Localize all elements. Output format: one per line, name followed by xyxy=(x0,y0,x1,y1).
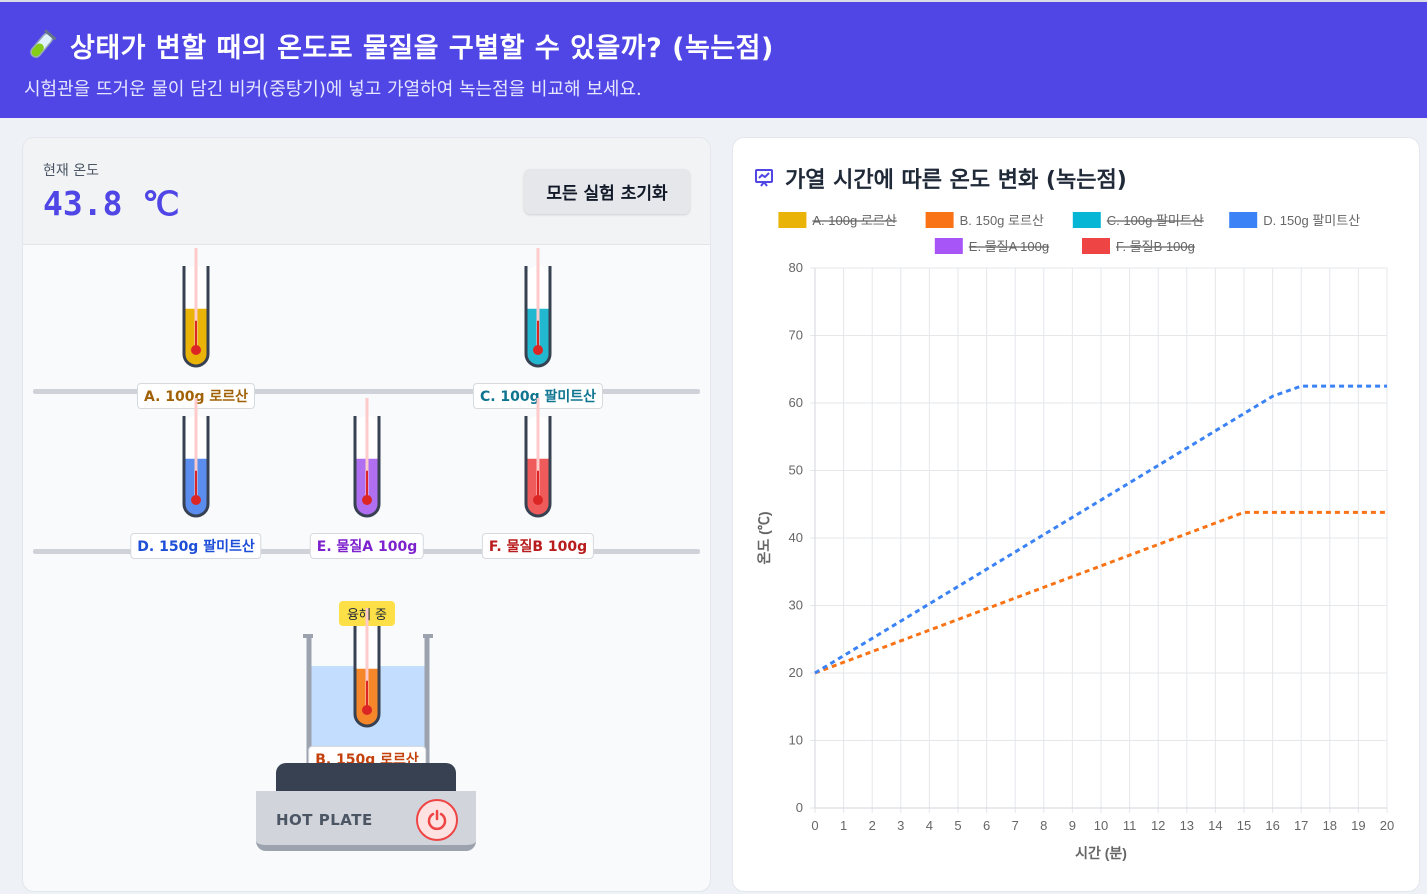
hotplate-label: HOT PLATE xyxy=(276,811,373,829)
temperature-line-chart: 0 1 2 3 4 5 6 7 8 9 10 11 12 13 14 15 16 17 18 19 2001020304… xyxy=(756,212,1394,861)
test-tube-graphic xyxy=(353,398,381,518)
legend-item[interactable]: F. 물질B 100g xyxy=(1082,238,1195,254)
presentation-chart-icon xyxy=(755,169,773,187)
y-tick-label: 60 xyxy=(789,395,803,410)
page-subtitle: 시험관을 뜨거운 물이 담긴 비커(중탕기)에 넣고 가열하여 녹는점을 비교해… xyxy=(24,79,642,100)
power-icon xyxy=(427,809,447,831)
legend-swatch xyxy=(925,212,954,228)
x-tick-label: 5 xyxy=(954,818,961,833)
tube-rack-shelf-top xyxy=(33,389,700,394)
x-tick-label: 4 xyxy=(926,818,933,833)
series-line-1 xyxy=(814,510,1387,675)
legend-label: B. 150g 로르산 xyxy=(960,213,1044,228)
x-tick-label: 17 xyxy=(1294,818,1308,833)
legend-label: D. 150g 팔미트산 xyxy=(1263,213,1360,228)
control-bar: 현재 온도 43.8 ℃ 모든 실험 초기화 xyxy=(23,138,710,245)
x-tick-label: 12 xyxy=(1151,818,1165,833)
legend-item[interactable]: B. 150g 로르산 xyxy=(925,212,1044,228)
y-tick-label: 30 xyxy=(789,598,803,613)
legend-label: C. 100g 팔미트산 xyxy=(1107,213,1204,228)
x-tick-label: 8 xyxy=(1040,818,1047,833)
app-header: 상태가 변할 때의 온도로 물질을 구별할 수 있을까? (녹는점) 시험관을 … xyxy=(0,0,1427,118)
test-tube-d[interactable]: D. 150g 팔미트산 xyxy=(130,398,262,559)
legend-label: E. 물질A 100g xyxy=(969,239,1049,254)
x-tick-label: 13 xyxy=(1180,818,1194,833)
legend-swatch xyxy=(778,212,807,228)
chart-title: 가열 시간에 따른 온도 변화 (녹는점) xyxy=(753,162,1127,194)
legend-item[interactable]: E. 물질A 100g xyxy=(934,238,1049,254)
y-tick-label: 20 xyxy=(789,665,803,680)
page-title: 상태가 변할 때의 온도로 물질을 구별할 수 있을까? (녹는점) xyxy=(24,26,1403,65)
test-tube-c[interactable]: C. 100g 팔미트산 xyxy=(472,248,604,409)
reset-all-button[interactable]: 모든 실험 초기화 xyxy=(524,169,690,214)
test-tube-e[interactable]: E. 물질A 100g xyxy=(309,398,425,559)
test-tube-graphic xyxy=(182,248,210,368)
test-tube-label: D. 150g 팔미트산 xyxy=(130,533,262,559)
test-tube-label: F. 물질B 100g xyxy=(481,533,595,559)
x-tick-label: 18 xyxy=(1323,818,1337,833)
chart-panel: 가열 시간에 따른 온도 변화 (녹는점) 0 1 2 3 4 5 6 7 8 9 10 11 12 13… xyxy=(732,137,1420,892)
legend-swatch xyxy=(1082,238,1110,254)
legend-swatch xyxy=(1229,212,1258,228)
current-temp-label: 현재 온도 xyxy=(43,163,99,179)
chart-title-text: 가열 시간에 따른 온도 변화 (녹는점) xyxy=(785,168,1127,193)
hotplate-surface xyxy=(276,763,456,795)
x-tick-label: 7 xyxy=(1012,818,1019,833)
hotplate: HOT PLATE xyxy=(256,791,476,851)
test-tube-a[interactable]: A. 100g 로르산 xyxy=(136,248,256,409)
x-tick-label: 14 xyxy=(1208,818,1222,833)
x-tick-label: 9 xyxy=(1069,818,1076,833)
legend-swatch xyxy=(1072,212,1101,228)
x-tick-label: 2 xyxy=(869,818,876,833)
test-tube-f[interactable]: F. 물질B 100g xyxy=(481,398,595,559)
x-tick-label: 0 xyxy=(811,818,818,833)
y-axis-label: 온도 (℃) xyxy=(756,512,772,565)
test-tube-label: E. 물질A 100g xyxy=(309,533,425,559)
legend-item[interactable]: C. 100g 팔미트산 xyxy=(1072,212,1204,228)
simulation-panel: 현재 온도 43.8 ℃ 모든 실험 초기화 A. 100g 로르산 C. 100… xyxy=(22,137,711,892)
x-tick-label: 15 xyxy=(1237,818,1251,833)
series-line-3 xyxy=(814,384,1387,675)
legend-swatch xyxy=(934,238,963,254)
legend-item[interactable]: A. 100g 로르산 xyxy=(778,212,897,228)
power-button[interactable] xyxy=(416,799,458,841)
legend-label: A. 100g 로르산 xyxy=(812,213,896,228)
test-tube-graphic xyxy=(524,248,552,368)
y-tick-label: 0 xyxy=(796,800,803,815)
y-tick-label: 50 xyxy=(789,463,803,478)
current-temp-value: 43.8 ℃ xyxy=(43,184,180,223)
y-tick-label: 40 xyxy=(789,530,803,545)
page-title-text: 상태가 변할 때의 온도로 물질을 구별할 수 있을까? (녹는점) xyxy=(70,33,774,64)
x-tick-label: 20 xyxy=(1380,818,1394,833)
x-axis-label: 시간 (분) xyxy=(1075,845,1127,861)
test-tube-b[interactable]: B. 150g 로르산 xyxy=(308,608,426,772)
test-tube-graphic xyxy=(524,398,552,518)
x-tick-label: 6 xyxy=(983,818,990,833)
x-tick-label: 11 xyxy=(1123,818,1137,833)
legend-label: F. 물질B 100g xyxy=(1116,239,1195,254)
y-tick-label: 10 xyxy=(789,733,803,748)
x-tick-label: 19 xyxy=(1351,818,1365,833)
test-tube-icon xyxy=(30,29,57,58)
legend-item[interactable]: D. 150g 팔미트산 xyxy=(1229,212,1360,228)
y-tick-label: 70 xyxy=(789,328,803,343)
x-tick-label: 1 xyxy=(840,818,847,833)
x-tick-label: 16 xyxy=(1265,818,1279,833)
x-tick-label: 3 xyxy=(897,818,904,833)
test-tube-graphic xyxy=(353,608,381,728)
test-tube-graphic xyxy=(182,398,210,518)
x-tick-label: 10 xyxy=(1094,818,1108,833)
y-tick-label: 80 xyxy=(789,260,803,275)
